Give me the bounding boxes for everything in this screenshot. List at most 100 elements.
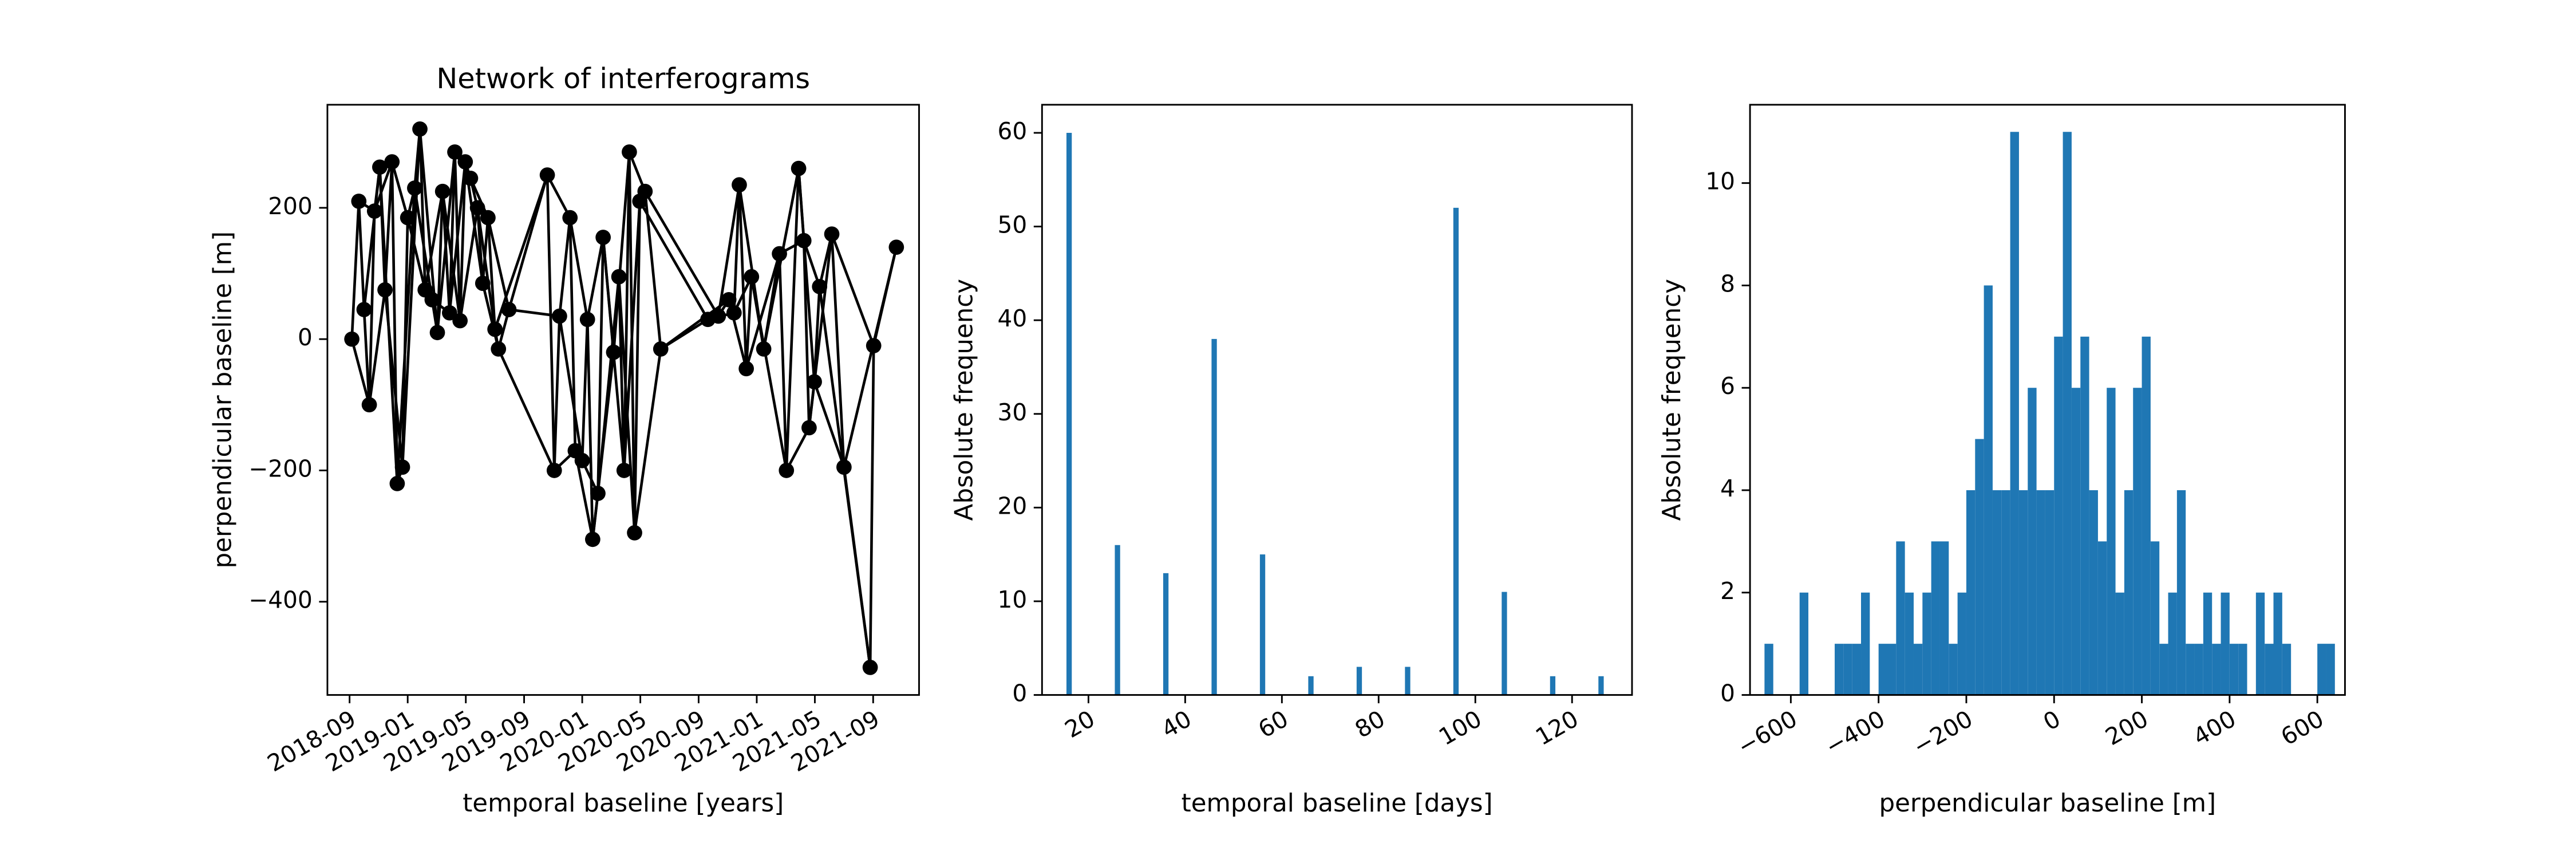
y-tick-label: 0 — [1012, 680, 1027, 707]
bar — [1356, 667, 1362, 695]
histogram-bar — [1852, 644, 1862, 695]
network-node — [579, 312, 595, 328]
histogram-bar — [1966, 490, 1976, 695]
network-edge — [448, 161, 467, 313]
histogram-bar — [2133, 388, 2142, 695]
histogram-bar — [2036, 490, 2045, 695]
network-node — [616, 463, 632, 478]
network-node — [611, 269, 627, 285]
network-node — [344, 331, 359, 347]
network-node — [487, 321, 503, 337]
network-edge — [546, 175, 556, 471]
y-tick-label: 10 — [997, 586, 1027, 613]
histogram-bar — [2063, 132, 2072, 695]
network-edge — [808, 234, 833, 428]
network-node — [756, 341, 772, 357]
histogram-bar — [2317, 644, 2326, 695]
network-node — [463, 170, 479, 186]
network-node — [862, 660, 878, 675]
network-node — [480, 210, 496, 226]
bar — [1502, 592, 1507, 695]
network-edge — [803, 240, 821, 287]
network-node — [501, 302, 517, 317]
y-tick-label: 0 — [1720, 680, 1735, 707]
bar — [1163, 573, 1169, 695]
network-node — [452, 313, 468, 329]
network-edge — [745, 277, 753, 369]
histogram-bar — [1992, 490, 2002, 695]
network-node — [574, 452, 590, 468]
network-edge — [785, 168, 800, 471]
histogram-bar — [1878, 644, 1888, 695]
network-edge — [830, 233, 875, 346]
network-node — [412, 121, 428, 137]
histogram-bar — [2238, 644, 2247, 695]
network-edge — [390, 161, 399, 484]
histogram-bar — [2107, 388, 2116, 695]
network-node — [442, 305, 457, 321]
chart-title: Network of interferograms — [436, 62, 810, 95]
network-edge — [413, 188, 434, 300]
y-axis-label: Absolute frequency — [950, 279, 978, 521]
histogram-bar — [2142, 336, 2151, 695]
network-edge — [357, 201, 366, 310]
y-tick-label: 60 — [997, 117, 1027, 145]
network-edge — [487, 217, 511, 310]
y-tick-label: 10 — [1705, 168, 1735, 195]
network-edge — [441, 191, 461, 321]
histogram-bar — [1905, 592, 1914, 695]
bar — [1598, 676, 1604, 695]
network-node — [637, 183, 653, 199]
network-edge — [643, 191, 720, 317]
network-node — [546, 463, 562, 478]
network-edge — [558, 316, 584, 461]
network-node — [590, 486, 606, 501]
network-edge — [612, 152, 631, 353]
network-edge — [633, 349, 662, 533]
y-tick-label: 40 — [997, 305, 1027, 332]
network-node — [366, 203, 382, 219]
network-edge — [368, 289, 386, 405]
histogram-bar — [1984, 285, 1993, 695]
histogram-bar — [1896, 541, 1905, 695]
network-node — [866, 338, 882, 353]
network-edge — [643, 191, 662, 349]
network-node — [356, 302, 372, 317]
y-tick-label: 30 — [997, 399, 1027, 426]
network-node — [807, 374, 822, 390]
network-node — [377, 282, 393, 298]
network-edge — [390, 161, 409, 218]
network-edge — [350, 201, 361, 340]
network-node — [539, 167, 555, 183]
network-edge — [596, 277, 621, 494]
plot-frame — [1041, 104, 1633, 696]
network-edge — [493, 174, 549, 330]
histogram-bar — [1887, 644, 1897, 695]
y-tick-label: 2 — [1720, 577, 1735, 605]
network-node — [372, 159, 388, 175]
network-node — [710, 308, 726, 324]
network-edge — [778, 254, 788, 471]
network-node — [389, 476, 405, 491]
network-edge — [558, 217, 572, 317]
network-node — [627, 525, 642, 541]
plot-frame — [1749, 104, 2346, 696]
network-edge — [868, 345, 875, 668]
bar — [1453, 207, 1459, 695]
histogram-bar — [1939, 541, 1949, 695]
histogram-bar — [2071, 388, 2081, 695]
network-node — [744, 269, 760, 285]
network-node — [824, 226, 840, 242]
network-node — [351, 194, 367, 209]
network-node — [791, 160, 807, 176]
histogram-bar — [1957, 592, 1966, 695]
histogram-bar — [2150, 541, 2160, 695]
histogram-bar — [1843, 644, 1852, 695]
bar — [1308, 676, 1314, 695]
network-node — [772, 246, 787, 262]
network-edge — [448, 152, 456, 313]
network-edge — [633, 201, 642, 533]
histogram-bar — [2080, 336, 2089, 695]
network-node — [552, 308, 567, 324]
bar — [1405, 667, 1411, 695]
